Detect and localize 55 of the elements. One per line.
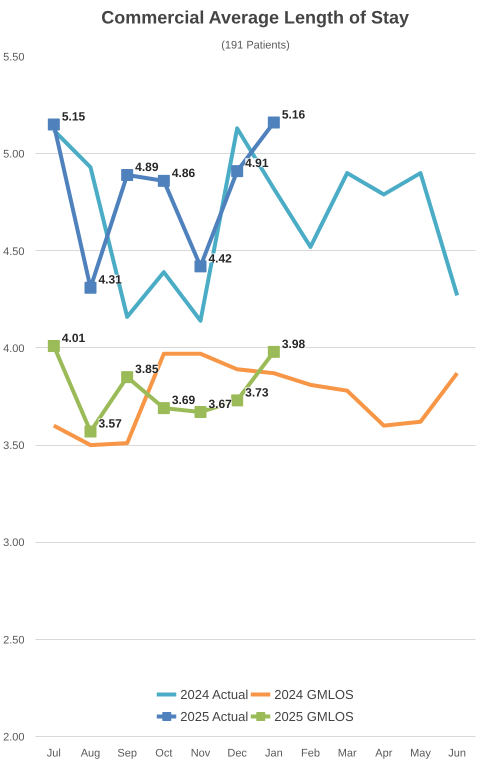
point [194,406,206,418]
x-tick-label: May [410,748,432,760]
x-tick-label: Jan [264,748,283,760]
point [121,169,134,182]
x-tick-label: Aug [80,748,100,760]
y-tick-label: 3.00 [3,537,25,550]
point [84,425,96,438]
x-tick-label: Oct [155,748,172,760]
data-label: 3.69 [172,393,196,408]
y-tick-label: 5.50 [3,52,25,64]
x-tick-label: Jul [46,748,61,760]
point [268,116,280,129]
line-series [52,352,460,448]
text: (191 Patients) [221,40,290,52]
y-tick-label: 4.50 [3,246,25,258]
data-label: 4.31 [98,272,122,287]
legend-label: 2024 Actual [180,686,248,702]
data-label: 3.98 [282,336,306,351]
y-tick-label: 5.00 [3,148,25,161]
y-tick-label: 4.00 [3,342,25,355]
data-label: 4.89 [135,160,159,174]
point [48,118,60,130]
x-tick-label: Jun [448,748,466,760]
legend-label: 2024 GMLOS [274,686,354,702]
point [121,371,134,384]
point [194,260,206,272]
data-label: 4.91 [245,156,269,170]
legend-label: 2025 Actual [180,708,248,724]
data-label: 5.15 [62,110,86,124]
point [231,394,244,406]
x-tick-label: Feb [301,748,320,760]
point [268,346,280,358]
point [231,165,244,178]
legend-label: 2025 GMLOS [274,708,354,724]
data-label: 3.85 [135,362,159,376]
point [48,340,60,352]
chart-title: Commercial Average Length of Stay [101,8,410,28]
data-label: 3.57 [98,416,122,430]
data-label: 3.67 [208,397,232,412]
point [84,282,96,294]
y-tick-label: 2.50 [3,634,25,646]
data-label: 4.01 [62,330,86,345]
x-tick-label: Nov [190,748,211,760]
x-tick-label: Mar [338,748,357,760]
data-label: 4.42 [208,251,232,266]
x-tick-label: Dec [227,748,248,760]
data-label: 3.73 [245,385,269,400]
y-tick-label: 3.50 [3,440,25,452]
data-label: 5.16 [282,108,306,122]
point [158,174,170,187]
data-label: 4.86 [172,166,196,180]
y-tick-label: 2.00 [3,732,25,744]
x-tick-label: Apr [375,748,393,760]
x-tick-label: Sep [117,748,137,760]
point [158,402,170,414]
